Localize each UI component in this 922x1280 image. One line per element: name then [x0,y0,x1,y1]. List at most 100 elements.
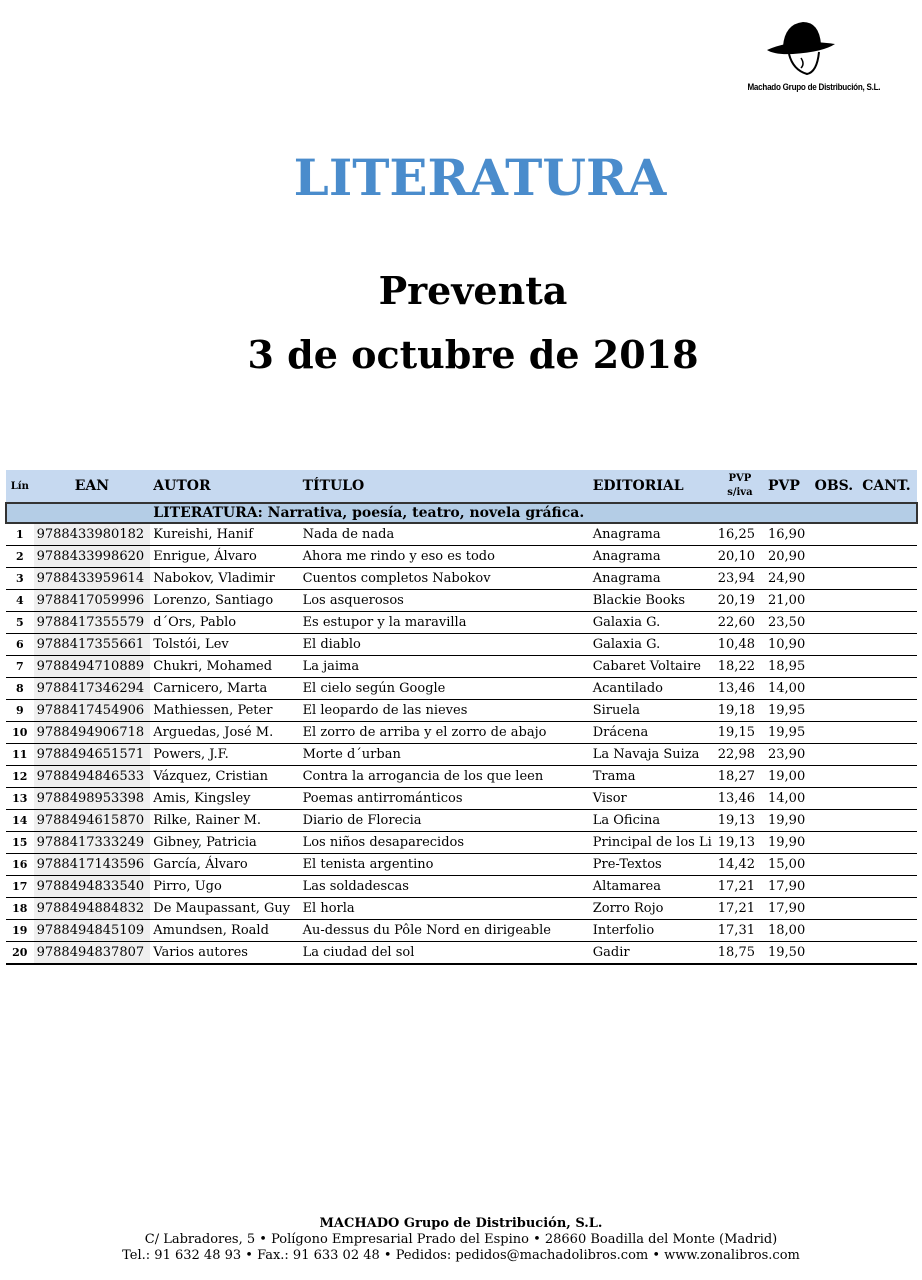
cell-cant[interactable] [859,523,917,546]
cell-editorial: La Oficina [589,809,715,832]
cell-editorial: Anagrama [589,545,715,568]
cell-siva: 17,21 [714,897,765,920]
cell-autor: Lorenzo, Santiago [150,589,300,612]
col-autor: AUTOR [150,470,300,503]
cell-editorial: Visor [589,787,715,810]
col-pvp-siva-line2: s/iva [727,487,753,498]
cell-cant[interactable] [859,567,917,590]
cell-cant[interactable] [859,633,917,656]
cell-cant[interactable] [859,743,917,766]
cell-siva: 18,22 [714,655,765,678]
cell-ean: 9788494846533 [33,765,151,788]
cell-cant[interactable] [859,677,917,700]
cell-cant[interactable] [859,787,917,810]
cell-autor: Rilke, Rainer M. [150,809,300,832]
cell-cant[interactable] [859,941,917,965]
cell-obs[interactable] [811,809,860,832]
logo-text: Machado Grupo de Distribución, S.L. [747,82,881,93]
cell-siva: 13,46 [714,677,765,700]
cell-pvp: 23,50 [765,611,812,634]
cell-autor: Varios autores [150,941,300,965]
table-row: 16 9788417143596 García, Álvaro El tenista … [6,853,917,876]
cell-obs[interactable] [811,567,860,590]
cell-obs[interactable] [811,721,860,744]
cell-pvp: 14,00 [765,677,812,700]
cell-siva: 18,75 [714,941,765,965]
cell-cant[interactable] [859,545,917,568]
cell-n: 18 [6,897,34,920]
cell-autor: Amis, Kingsley [150,787,300,810]
cell-siva: 22,98 [714,743,765,766]
cell-obs[interactable] [811,655,860,678]
cell-obs[interactable] [811,633,860,656]
cell-obs[interactable] [811,831,860,854]
cell-obs[interactable] [811,853,860,876]
cell-obs[interactable] [811,765,860,788]
cell-n: 2 [6,545,34,568]
cell-editorial: Zorro Rojo [589,897,715,920]
cell-n: 8 [6,677,34,700]
cell-obs[interactable] [811,897,860,920]
table-row: 13 9788498953398 Amis, Kingsley Poemas anti… [6,787,917,810]
cell-pvp: 21,00 [765,589,812,612]
col-ean: EAN [33,470,151,503]
table-row: 6 9788417355661 Tolstói, Lev El diablo Galax… [6,633,917,656]
cell-pvp: 23,90 [765,743,812,766]
cell-pvp: 19,00 [765,765,812,788]
cell-cant[interactable] [859,721,917,744]
cell-pvp: 18,95 [765,655,812,678]
cell-pvp: 18,00 [765,919,812,942]
cell-autor: Amundsen, Roald [150,919,300,942]
cell-pvp: 24,90 [765,567,812,590]
cell-cant[interactable] [859,809,917,832]
cell-cant[interactable] [859,611,917,634]
cell-cant[interactable] [859,875,917,898]
cell-n: 10 [6,721,34,744]
date: 3 de octubre de 2018 [247,332,699,377]
cell-obs[interactable] [811,787,860,810]
cell-autor: Chukri, Mohamed [150,655,300,678]
col-pvp: PVP [765,470,812,503]
col-cant: CANT. [859,470,917,503]
table-row: 8 9788417346294 Carnicero, Marta El cielo s… [6,677,917,700]
cell-titulo: La jaima [299,655,590,678]
cell-cant[interactable] [859,655,917,678]
cell-pvp: 14,00 [765,787,812,810]
cell-editorial: Siruela [589,699,715,722]
cell-n: 7 [6,655,34,678]
cell-cant[interactable] [859,897,917,920]
table-row: 5 9788417355579 d´Ors, Pablo Es estupor y l… [6,611,917,634]
cell-obs[interactable] [811,941,860,965]
col-lin: Lín [6,470,34,503]
cell-obs[interactable] [811,611,860,634]
table-row: 15 9788417333249 Gibney, Patricia Los niños… [6,831,917,854]
cell-siva: 19,15 [714,721,765,744]
cell-ean: 9788417333249 [33,831,151,854]
cell-titulo: Los asquerosos [299,589,590,612]
footer-address: C/ Labradores, 5 • Polígono Empresarial … [144,1232,778,1247]
cell-ean: 9788494710889 [33,655,151,678]
cell-cant[interactable] [859,853,917,876]
cell-obs[interactable] [811,589,860,612]
cell-obs[interactable] [811,677,860,700]
cell-titulo: Es estupor y la maravilla [299,611,590,634]
cell-obs[interactable] [811,875,860,898]
cell-pvp: 19,90 [765,809,812,832]
cell-obs[interactable] [811,743,860,766]
cell-siva: 19,18 [714,699,765,722]
cell-autor: Powers, J.F. [150,743,300,766]
cell-obs[interactable] [811,699,860,722]
footer: MACHADO Grupo de Distribución, S.L. C/ L… [0,1216,922,1264]
cell-titulo: La ciudad del sol [299,941,590,965]
cell-editorial: Pre-Textos [589,853,715,876]
cell-cant[interactable] [859,589,917,612]
cell-obs[interactable] [811,545,860,568]
cell-titulo: El zorro de arriba y el zorro de abajo [299,721,590,744]
cell-cant[interactable] [859,831,917,854]
cell-cant[interactable] [859,919,917,942]
cell-pvp: 17,90 [765,897,812,920]
cell-cant[interactable] [859,765,917,788]
cell-obs[interactable] [811,919,860,942]
cell-obs[interactable] [811,523,860,546]
cell-cant[interactable] [859,699,917,722]
